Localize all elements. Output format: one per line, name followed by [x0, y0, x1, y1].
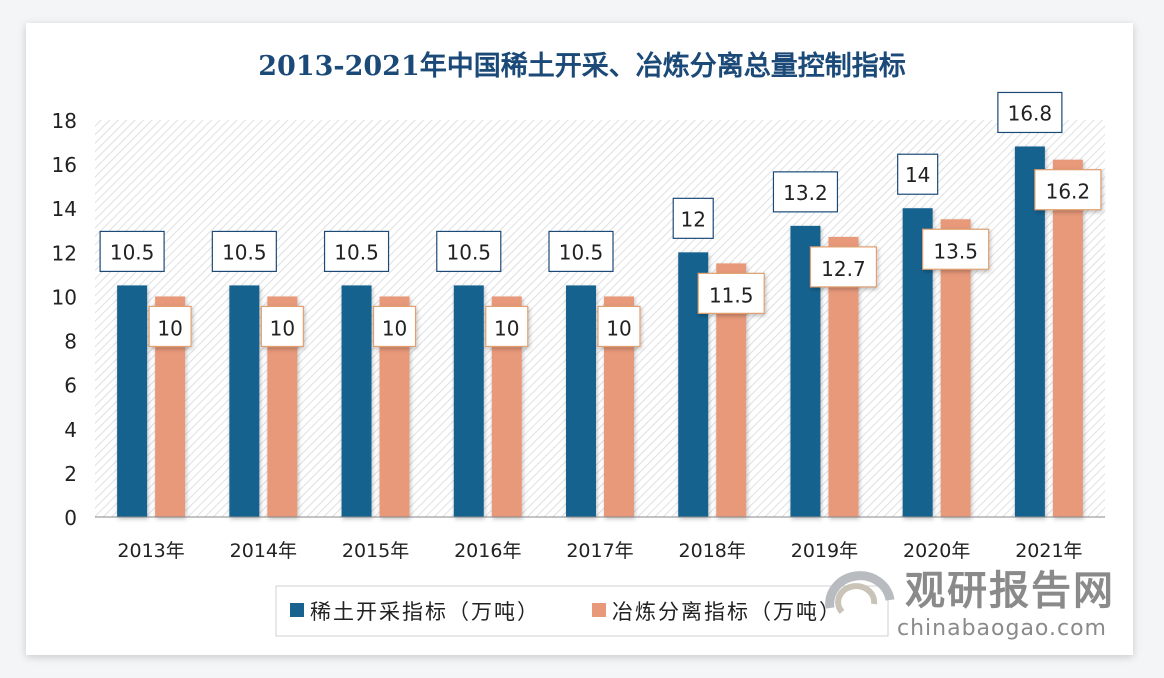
data-label-box-mining: [672, 197, 714, 239]
data-label-mining: 10.5: [334, 240, 379, 264]
data-label-mining: 14: [905, 163, 930, 187]
data-label-smelting: 10: [606, 316, 631, 340]
legend-swatch-mining: [290, 603, 304, 617]
bar-smelting: [1052, 159, 1083, 517]
data-label-mining: 16.8: [1008, 101, 1053, 125]
data-label-mining: 10.5: [222, 240, 267, 264]
data-label-box-smelting: [1034, 169, 1102, 211]
y-tick-label: 8: [64, 330, 77, 354]
bar-mining: [453, 285, 484, 517]
data-label-box-mining: [997, 91, 1063, 134]
data-label-box-mining: [211, 230, 277, 273]
data-label-mining: 10.5: [110, 240, 155, 264]
data-label-smelting: 16.2: [1046, 180, 1091, 204]
y-tick-label: 0: [64, 506, 77, 530]
data-label-mining: 13.2: [783, 181, 828, 205]
watermark-text: 观研报告网: [905, 568, 1115, 614]
y-tick-label: 4: [64, 418, 77, 442]
legend-box: [275, 585, 889, 637]
data-label-box-smelting: [597, 305, 641, 348]
data-label-box-smelting: [485, 305, 529, 348]
y-tick-label: 14: [52, 197, 77, 221]
y-tick-label: 16: [52, 153, 77, 177]
watermark-logo-icon: [825, 571, 895, 614]
x-tick-label: 2019年: [791, 540, 858, 562]
legend-label-smelting: 冶炼分离指标（万吨）: [612, 600, 842, 624]
data-label-box-smelting: [372, 305, 417, 348]
legend-swatch-smelting: [592, 603, 606, 617]
x-tick-label: 2015年: [342, 540, 409, 562]
watermark-url: chinabaogao.com: [897, 616, 1107, 641]
data-label-box-smelting: [697, 272, 765, 314]
y-tick-label: 18: [52, 109, 77, 133]
chart-title: 2013-2021年中国稀土开采、冶炼分离总量控制指标: [258, 51, 906, 82]
y-tick-label: 10: [52, 285, 77, 309]
data-label-box-mining: [436, 230, 502, 273]
data-label-box-mining: [772, 171, 839, 213]
data-label-smelting: 12.7: [821, 257, 866, 281]
data-label-box-mining: [897, 153, 939, 195]
x-tick-label: 2014年: [230, 540, 297, 562]
bar-mining: [117, 285, 148, 517]
data-label-smelting: 13.5: [933, 239, 978, 263]
data-label-box-mining: [323, 230, 390, 273]
y-tick-label: 2: [64, 462, 77, 486]
bar-mining: [341, 285, 372, 517]
y-tick-label: 12: [52, 241, 77, 265]
data-label-box-mining: [548, 230, 614, 273]
data-label-box-smelting: [922, 228, 990, 270]
x-tick-label: 2016年: [454, 540, 521, 562]
data-label-smelting: 10: [270, 316, 295, 340]
data-label-box-smelting: [148, 305, 192, 348]
x-tick-label: 2018年: [679, 540, 746, 562]
bar-mining: [566, 285, 596, 517]
y-tick-label: 6: [64, 374, 77, 398]
data-label-mining: 10.5: [559, 240, 604, 264]
data-label-smelting: 10: [494, 316, 519, 340]
data-label-mining: 12: [680, 207, 705, 231]
bar-mining: [229, 285, 260, 517]
x-tick-label: 2021年: [1015, 540, 1082, 562]
legend-label-mining: 稀土开采指标（万吨）: [310, 600, 540, 624]
x-tick-label: 2020年: [903, 540, 970, 562]
data-label-box-smelting: [260, 305, 304, 348]
data-label-smelting: 10: [382, 316, 407, 340]
data-label-mining: 10.5: [447, 240, 492, 264]
x-tick-label: 2013年: [117, 540, 184, 562]
data-label-box-mining: [99, 230, 165, 273]
data-label-smelting: 10: [157, 316, 182, 340]
data-label-smelting: 11.5: [709, 283, 754, 307]
x-tick-label: 2017年: [566, 540, 633, 562]
data-label-box-smelting: [809, 246, 878, 288]
